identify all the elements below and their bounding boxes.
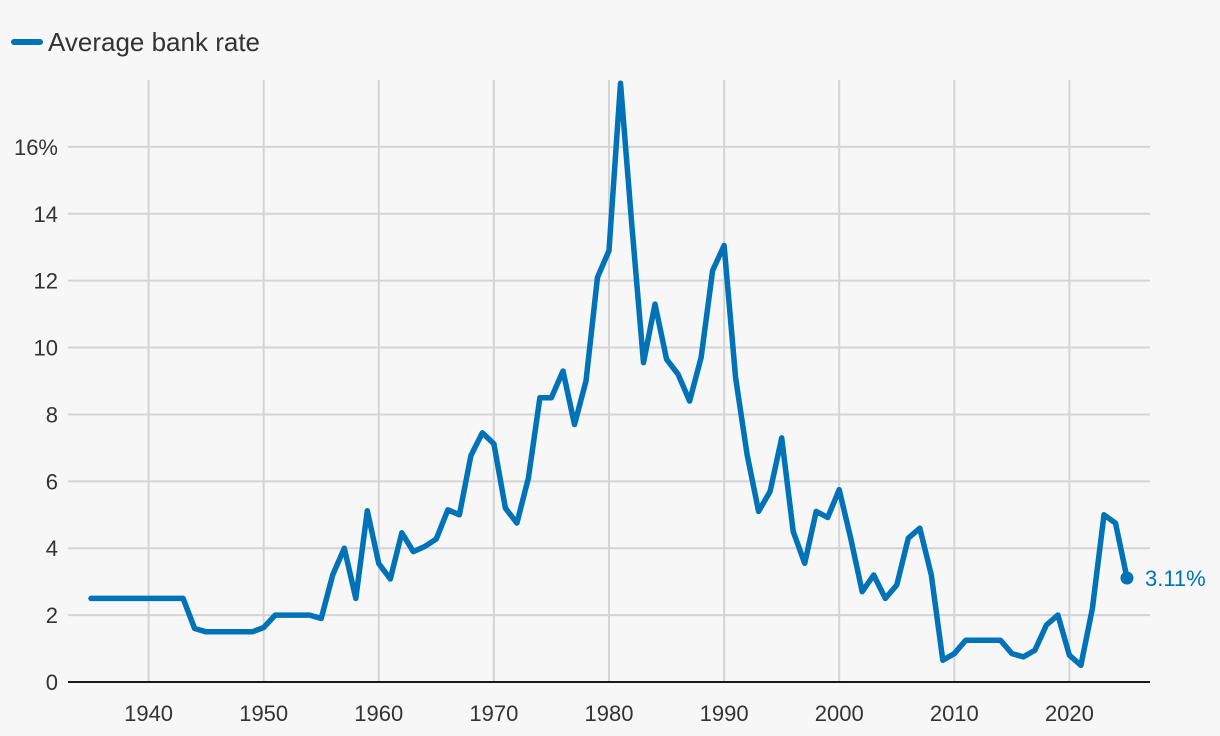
x-tick-label: 1980 [585,701,634,726]
x-grid-lines [147,80,1071,682]
x-tick-labels: 1940 1950 1960 1970 1980 1990 2000 2010 2020 [124,701,1094,726]
end-point-marker [1120,571,1134,585]
legend-label: Average bank rate [48,27,260,57]
y-tick-label: 8 [46,402,58,427]
y-tick-label: 16% [14,135,58,160]
y-tick-label: 0 [46,670,58,695]
x-tick-label: 1950 [239,701,288,726]
x-tick-label: 2020 [1045,701,1094,726]
y-tick-label: 10 [34,336,58,361]
x-tick-label: 2000 [815,701,864,726]
end-value-label: 3.11% [1145,566,1206,591]
y-tick-label: 14 [34,202,58,227]
x-tick-label: 1960 [354,701,403,726]
y-tick-label: 2 [46,603,58,628]
x-tick-label: 1970 [469,701,518,726]
x-tick-label: 1940 [124,701,173,726]
y-tick-label: 12 [34,269,58,294]
series-line-average-bank-rate [88,80,1130,669]
legend: Average bank rate [11,27,260,57]
y-tick-labels: 0 2 4 6 8 10 12 14 16% [14,135,58,695]
x-tick-label: 1990 [700,701,749,726]
x-tick-label: 2010 [930,701,979,726]
y-tick-label: 4 [46,536,58,561]
series-layer: 3.11% [88,80,1206,669]
y-tick-label: 6 [46,469,58,494]
